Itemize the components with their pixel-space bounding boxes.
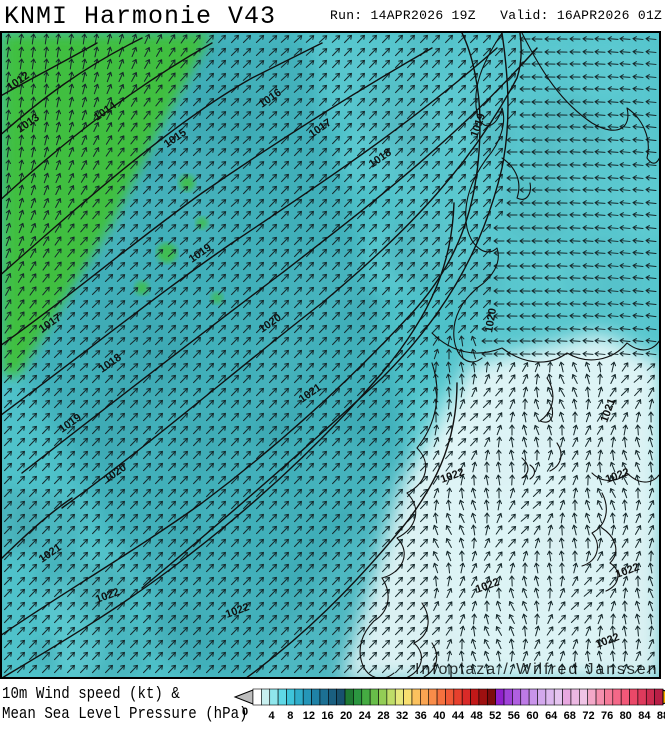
svg-text:40: 40 xyxy=(433,710,445,722)
svg-text:20: 20 xyxy=(340,710,352,722)
svg-text:48: 48 xyxy=(470,710,482,722)
svg-text:32: 32 xyxy=(396,710,408,722)
svg-text:80: 80 xyxy=(620,710,632,722)
svg-text:16: 16 xyxy=(321,710,333,722)
svg-text:12: 12 xyxy=(303,710,315,722)
svg-text:24: 24 xyxy=(359,710,372,722)
svg-text:8: 8 xyxy=(287,710,293,722)
svg-text:56: 56 xyxy=(508,710,520,722)
svg-text:76: 76 xyxy=(601,710,613,722)
svg-text:84: 84 xyxy=(638,710,651,722)
svg-text:64: 64 xyxy=(545,710,558,722)
svg-text:60: 60 xyxy=(526,710,538,722)
svg-text:36: 36 xyxy=(415,710,427,722)
svg-text:72: 72 xyxy=(582,710,594,722)
svg-text:44: 44 xyxy=(452,710,465,722)
svg-text:4: 4 xyxy=(269,710,276,722)
svg-text:28: 28 xyxy=(377,710,389,722)
svg-text:52: 52 xyxy=(489,710,501,722)
svg-text:88: 88 xyxy=(657,710,665,722)
svg-text:68: 68 xyxy=(564,710,576,722)
